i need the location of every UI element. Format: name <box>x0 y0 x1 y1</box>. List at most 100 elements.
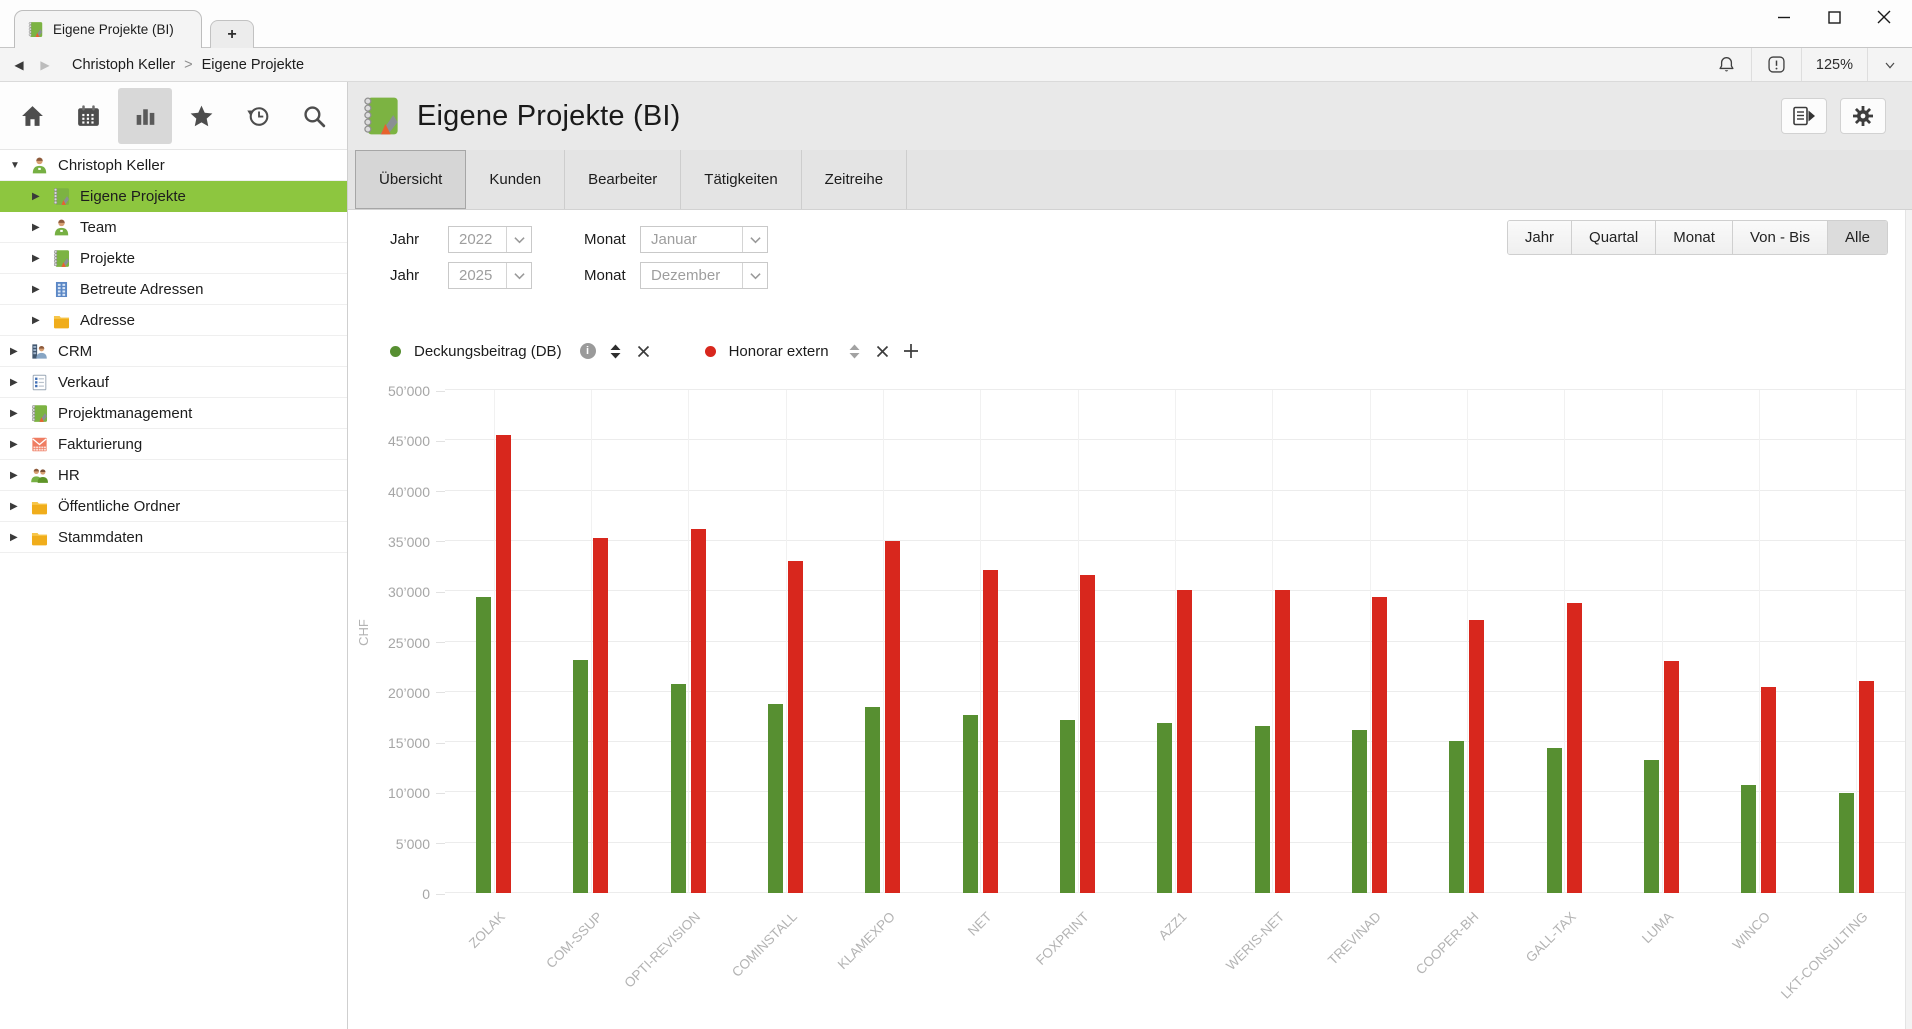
year-select[interactable]: 2022 <box>448 226 532 253</box>
bar-honorar-extern <box>1372 597 1388 893</box>
bar-honorar-extern <box>1469 620 1485 893</box>
sidebar-item-adresse[interactable]: ▶ Adresse <box>0 305 347 336</box>
breadcrumb-current[interactable]: Eigene Projekte <box>201 56 305 73</box>
legend-remove-button[interactable] <box>635 342 653 360</box>
legend-color-dot <box>390 345 401 357</box>
bar-deckungsbeitrag-db- <box>1546 748 1562 893</box>
tab-bearbeiter[interactable]: Bearbeiter <box>565 150 682 209</box>
vertical-scrollbar[interactable] <box>1905 210 1912 1029</box>
chevron-down-icon[interactable] <box>506 263 531 288</box>
month-select[interactable]: Januar <box>640 226 768 253</box>
remove-icon <box>877 345 889 357</box>
sidebar-item-hr[interactable]: ▶ HR <box>0 460 347 491</box>
close-button[interactable] <box>1870 3 1898 31</box>
legend-sort-button[interactable] <box>846 342 864 360</box>
expander-collapsed-icon[interactable]: ▶ <box>10 438 18 450</box>
bar-deckungsbeitrag-db- <box>865 706 881 893</box>
notifications-button[interactable] <box>1702 48 1751 81</box>
expander-collapsed-icon[interactable]: ▶ <box>32 190 40 202</box>
expander-collapsed-icon[interactable]: ▶ <box>10 500 18 512</box>
y-axis-tick-label: 25’000 <box>388 635 445 651</box>
bar-honorar-extern <box>1761 686 1777 893</box>
legend-info-button[interactable]: i <box>579 342 597 360</box>
expander-expanded-icon[interactable]: ▼ <box>10 159 20 171</box>
expander-collapsed-icon[interactable]: ▶ <box>32 252 40 264</box>
bar-group-gall-tax <box>1516 390 1613 893</box>
settings-button[interactable] <box>1840 98 1886 134</box>
breadcrumb-parent[interactable]: Christoph Keller <box>72 56 176 73</box>
info-icon: i <box>579 343 596 359</box>
toolbar-calendar-button[interactable] <box>62 88 116 144</box>
y-axis: CHF 0 5’000 10’000 15’000 20’000 25’000 30’000… <box>348 383 445 902</box>
date-filters: Jahr 2022 Monat Januar Jahr 2025 Monat D… <box>390 226 768 298</box>
chevron-down-icon[interactable] <box>742 227 767 252</box>
x-axis-label: WINCO <box>1730 909 1774 953</box>
nav-back-icon[interactable]: ◀ <box>14 57 24 72</box>
sort-icon <box>610 344 621 358</box>
sidebar-item-fakturierung[interactable]: ▶ Fakturierung <box>0 429 347 460</box>
range-button-von-bis[interactable]: Von - Bis <box>1732 221 1828 254</box>
home-icon <box>21 106 43 126</box>
year-select[interactable]: 2025 <box>448 262 532 289</box>
expander-collapsed-icon[interactable]: ▶ <box>32 314 40 326</box>
month-label: Monat <box>584 231 626 248</box>
legend-sort-button[interactable] <box>607 342 625 360</box>
legend-item: Deckungsbeitrag (DB) i <box>390 342 663 360</box>
tab-übersicht[interactable]: Übersicht <box>355 150 467 209</box>
bar-honorar-extern <box>1566 603 1582 893</box>
expander-collapsed-icon[interactable]: ▶ <box>10 469 18 481</box>
window-tab[interactable]: Eigene Projekte (BI) <box>14 10 202 48</box>
minimize-button[interactable] <box>1770 3 1798 31</box>
bar-group-com-ssup <box>542 390 639 893</box>
legend-add-button[interactable] <box>902 342 920 360</box>
sidebar-item-stammdaten[interactable]: ▶ Stammdaten <box>0 522 347 553</box>
expander-collapsed-icon[interactable]: ▶ <box>32 283 40 295</box>
maximize-button[interactable] <box>1820 3 1848 31</box>
sidebar-item-öffentliche-ordner[interactable]: ▶ Öffentliche Ordner <box>0 491 347 522</box>
sidebar-item-eigene-projekte[interactable]: ▶ Eigene Projekte <box>0 181 347 212</box>
sidebar-item-team[interactable]: ▶ Team <box>0 212 347 243</box>
range-button-quartal[interactable]: Quartal <box>1572 221 1657 254</box>
sidebar-item-verkauf[interactable]: ▶ Verkauf <box>0 367 347 398</box>
range-button-alle[interactable]: Alle <box>1827 221 1887 254</box>
expander-collapsed-icon[interactable]: ▶ <box>10 531 18 543</box>
chevron-down-icon[interactable] <box>506 227 531 252</box>
report-button[interactable] <box>1781 98 1827 134</box>
toolbar-home-button[interactable] <box>5 88 59 144</box>
star-icon <box>190 105 213 127</box>
bar-group-azz1 <box>1126 390 1223 893</box>
toolbar-bar-chart-button[interactable] <box>118 87 173 144</box>
y-axis-tick-label: 0 <box>422 886 445 902</box>
sidebar-item-christoph-keller[interactable]: ▼ Christoph Keller <box>0 150 347 181</box>
zoom-level[interactable]: 125% <box>1800 48 1867 81</box>
expander-collapsed-icon[interactable]: ▶ <box>32 221 40 233</box>
toolbar-history-button[interactable] <box>231 88 285 144</box>
toolbar-star-button[interactable] <box>175 88 229 144</box>
month-select[interactable]: Dezember <box>640 262 768 289</box>
expander-collapsed-icon[interactable]: ▶ <box>10 345 18 357</box>
sidebar-item-projekte[interactable]: ▶ Projekte <box>0 243 347 274</box>
legend-remove-button[interactable] <box>874 342 892 360</box>
range-button-jahr[interactable]: Jahr <box>1507 221 1573 254</box>
sidebar-item-crm[interactable]: ▶ CRM <box>0 336 347 367</box>
sidebar-item-projektmanagement[interactable]: ▶ Projektmanagement <box>0 398 347 429</box>
chevron-down-icon[interactable] <box>742 263 767 288</box>
new-tab-button[interactable]: + <box>210 20 254 48</box>
zoom-dropdown-button[interactable] <box>1867 48 1912 81</box>
toolbar-search-button[interactable] <box>288 88 342 144</box>
range-button-monat[interactable]: Monat <box>1656 221 1733 254</box>
tab-kunden[interactable]: Kunden <box>466 150 566 209</box>
sidebar-toolbar <box>0 82 347 150</box>
gridline <box>445 791 1905 793</box>
tab-tätigkeiten[interactable]: Tätigkeiten <box>681 150 802 209</box>
x-axis-label: COOPER-BH <box>1413 909 1482 978</box>
tab-zeitreihe[interactable]: Zeitreihe <box>802 150 908 209</box>
alerts-button[interactable] <box>1750 48 1801 81</box>
bar-chart <box>445 389 1905 893</box>
sidebar-item-betreute-adressen[interactable]: ▶ Betreute Adressen <box>0 274 347 305</box>
expander-collapsed-icon[interactable]: ▶ <box>10 407 18 419</box>
nav-forward-icon[interactable]: ▶ <box>40 57 50 72</box>
expander-collapsed-icon[interactable]: ▶ <box>10 376 18 388</box>
y-axis-title: CHF <box>355 619 371 646</box>
x-axis-label: COMINSTALL <box>729 909 801 980</box>
